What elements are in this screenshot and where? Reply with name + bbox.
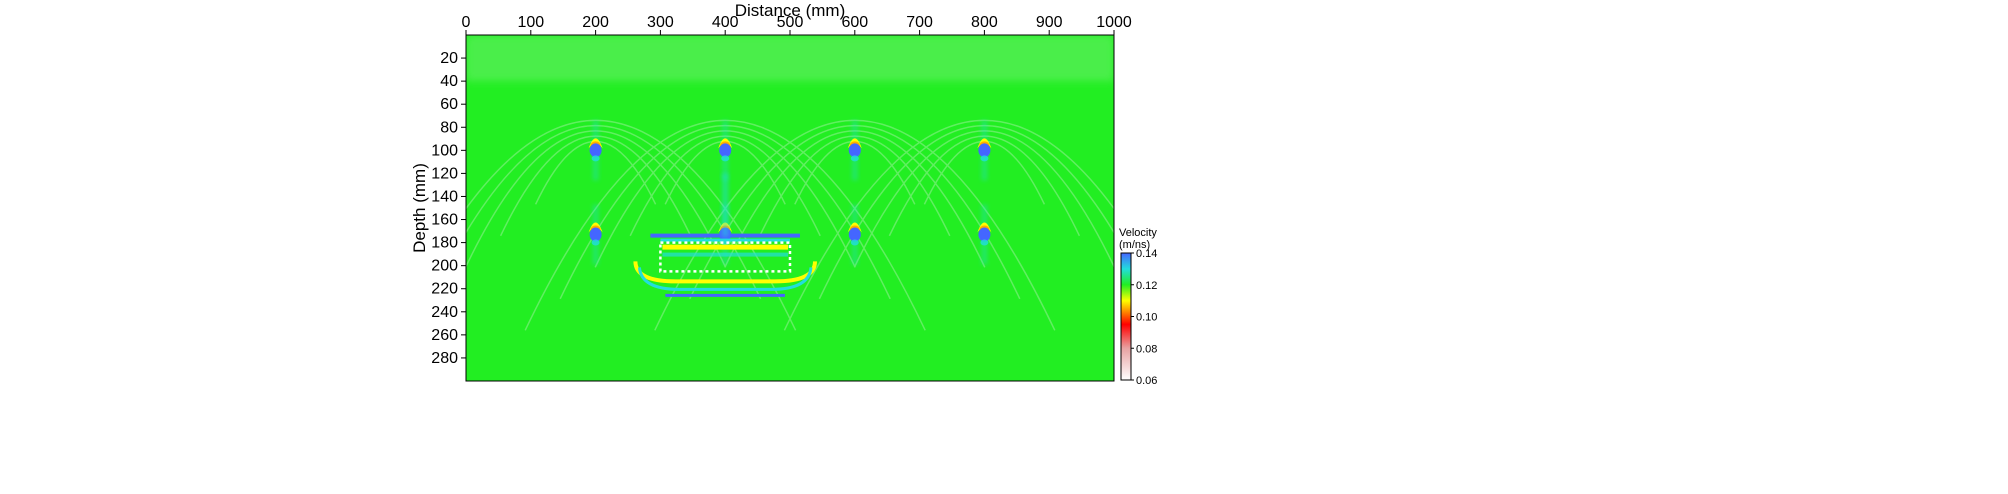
y-tick-label: 80 (440, 119, 458, 136)
y-tick-label: 260 (431, 327, 458, 344)
diffraction-arc (783, 119, 1114, 331)
anomaly-tail (980, 239, 989, 246)
anomaly-core (848, 143, 861, 158)
y-tick-label: 40 (440, 73, 458, 90)
target-reflections (633, 173, 817, 297)
y-tick-label: 220 (431, 281, 458, 298)
target-inner-band (662, 244, 788, 250)
surface-band (466, 35, 1114, 82)
y-tick-label: 180 (431, 235, 458, 252)
x-tick-label: 0 (462, 14, 471, 31)
x-axis-title: Distance (mm) (735, 1, 846, 20)
colorbar-ticks: 0.14 0.12 0.10 0.08 0.06 (1131, 248, 1157, 387)
anomaly-core (848, 227, 861, 242)
anomaly-tail (591, 239, 600, 246)
anomaly-core (978, 143, 991, 158)
x-axis: 0 100 200 300 400 500 600 700 800 900 1000 (462, 14, 1132, 35)
x-tick-label: 1000 (1096, 14, 1132, 31)
colorbar-tick-label: 0.14 (1136, 248, 1157, 260)
anomaly-marker (847, 204, 862, 265)
x-tick-label: 400 (712, 14, 739, 31)
anomaly-core (978, 227, 991, 242)
anomaly-tail (591, 155, 600, 162)
y-axis: 20 40 60 80 100 120 140 160 180 200 220 240 260 280 (431, 50, 466, 367)
colorbar-tick-label: 0.10 (1136, 312, 1157, 324)
y-tick-label: 160 (431, 212, 458, 229)
diffraction-arc (466, 119, 797, 331)
colorbar-tick-label: 0.06 (1136, 375, 1157, 387)
colorbar-title: Velocity (1119, 227, 1157, 239)
anomaly-tail (721, 155, 730, 162)
central-streak (722, 173, 729, 237)
x-tick-label: 600 (841, 14, 868, 31)
y-tick-label: 280 (431, 350, 458, 367)
colorbar-tick-label: 0.12 (1136, 280, 1157, 292)
colorbar-scale (1120, 252, 1132, 381)
anomaly-tail (850, 155, 859, 162)
x-tick-label: 100 (517, 14, 544, 31)
velocity-field (466, 35, 1114, 381)
anomaly-layer (466, 35, 1114, 331)
y-tick-label: 60 (440, 96, 458, 113)
target-top-band (660, 238, 790, 242)
anomaly-tail (850, 239, 859, 246)
anomaly-marker (718, 120, 733, 181)
anomaly-marker (588, 204, 603, 265)
x-tick-label: 700 (906, 14, 933, 31)
plot-area (465, 34, 1115, 382)
anomaly-core (719, 143, 732, 158)
diffraction-arc (524, 119, 926, 331)
x-tick-label: 800 (971, 14, 998, 31)
x-tick-label: 200 (582, 14, 609, 31)
anomaly-marker (588, 120, 603, 181)
anomaly-marker (977, 204, 992, 265)
target-bottom-reflection (637, 267, 813, 291)
target-outline (659, 241, 792, 273)
anomaly-marker (847, 120, 862, 181)
x-tick-label: 900 (1036, 14, 1063, 31)
diffraction-arc (654, 119, 1056, 331)
y-axis-title: Depth (mm) (410, 163, 429, 253)
x-tick-label: 300 (647, 14, 674, 31)
y-tick-label: 120 (431, 165, 458, 182)
colorbar-tick-label: 0.08 (1136, 343, 1157, 355)
y-tick-label: 20 (440, 50, 458, 67)
y-tick-label: 200 (431, 258, 458, 275)
colorbar: Velocity (m/ns) 0.14 0.12 0.10 0.08 0.06 (1119, 227, 1157, 387)
colorbar-unit: (m/ns) (1119, 239, 1150, 251)
anomaly-tail (980, 155, 989, 162)
anomaly-core (589, 227, 602, 242)
x-tick-label: 500 (777, 14, 804, 31)
y-tick-label: 240 (431, 304, 458, 321)
target-inner-band (662, 252, 788, 257)
anomaly-marker (977, 120, 992, 181)
anomaly-core (589, 143, 602, 158)
y-tick-label: 140 (431, 188, 458, 205)
y-tick-label: 100 (431, 142, 458, 159)
